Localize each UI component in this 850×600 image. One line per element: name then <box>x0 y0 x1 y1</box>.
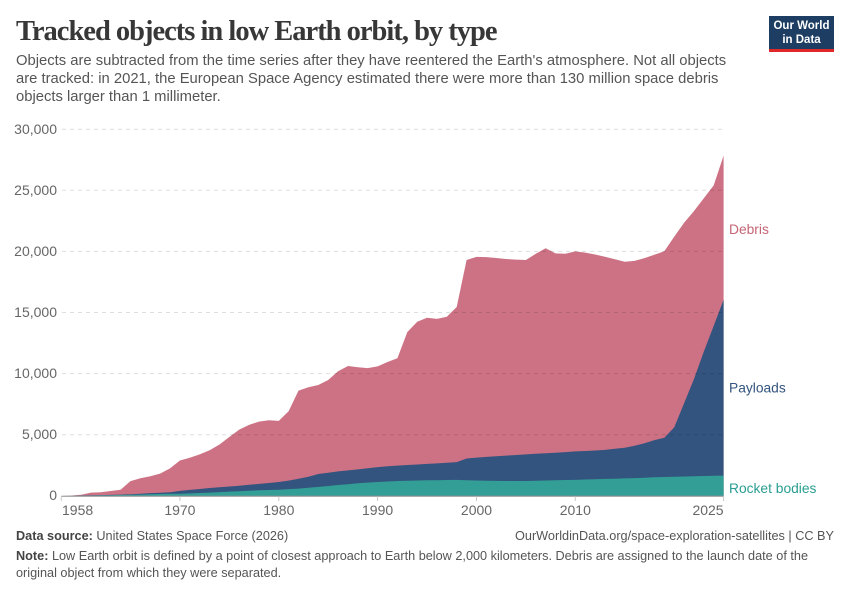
svg-text:Debris: Debris <box>729 222 769 237</box>
svg-text:1980: 1980 <box>263 502 294 518</box>
svg-text:2025: 2025 <box>692 502 723 518</box>
svg-text:1970: 1970 <box>164 502 195 518</box>
svg-text:5,000: 5,000 <box>22 426 57 442</box>
svg-text:0: 0 <box>49 487 57 503</box>
svg-text:30,000: 30,000 <box>14 121 57 137</box>
svg-text:15,000: 15,000 <box>14 304 57 320</box>
svg-text:Payloads: Payloads <box>729 381 786 396</box>
svg-text:2010: 2010 <box>560 502 591 518</box>
svg-text:Rocket bodies: Rocket bodies <box>729 481 817 496</box>
svg-text:10,000: 10,000 <box>14 365 57 381</box>
svg-text:2000: 2000 <box>461 502 492 518</box>
svg-text:1990: 1990 <box>362 502 393 518</box>
svg-text:1958: 1958 <box>62 502 93 518</box>
svg-text:20,000: 20,000 <box>14 243 57 259</box>
svg-text:25,000: 25,000 <box>14 182 57 198</box>
